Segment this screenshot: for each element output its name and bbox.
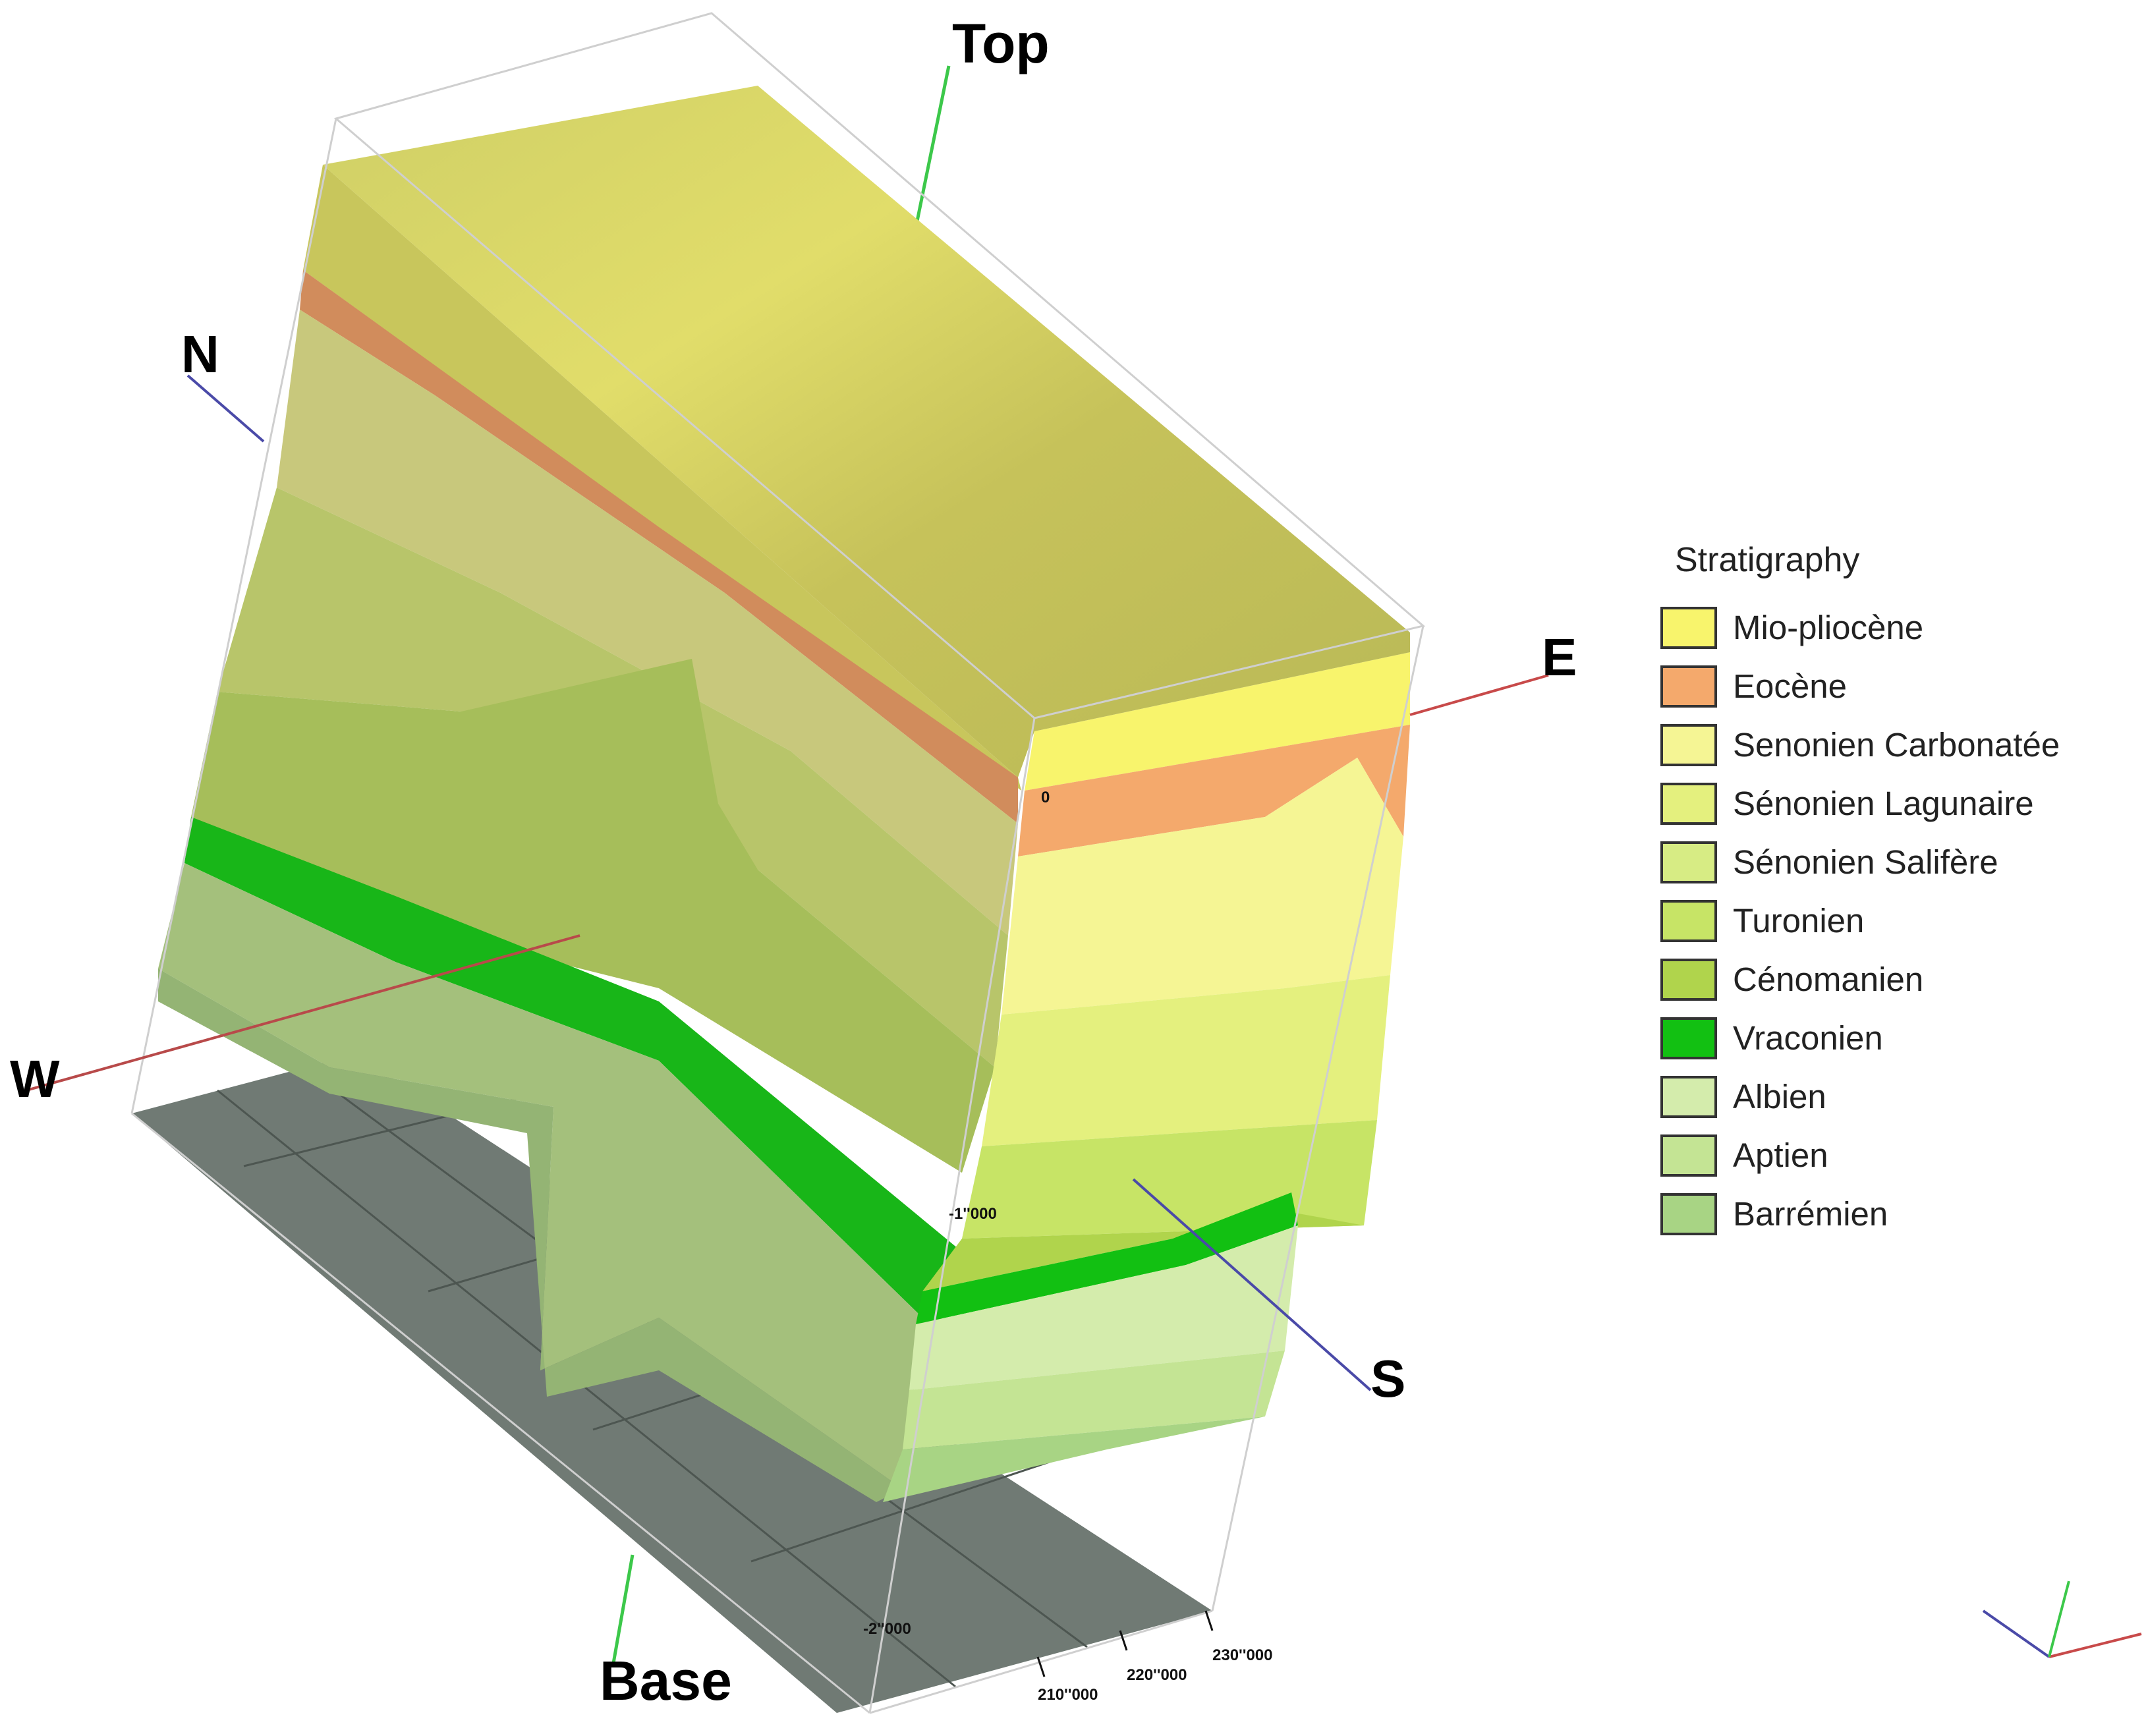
legend-swatch: [1660, 665, 1717, 708]
layer-front-senonien-carbonatee: [1002, 758, 1403, 1015]
legend-swatch: [1660, 1192, 1717, 1235]
legend-label: Sénonien Salifère: [1733, 843, 1998, 881]
left-face: [158, 165, 1021, 1502]
front-face: [883, 652, 1410, 1502]
legend-swatch: [1660, 1075, 1717, 1118]
legend-label: Cénomanien: [1733, 961, 1924, 998]
legend-swatch: [1660, 899, 1717, 942]
legend-item: Cénomanien: [1660, 950, 2135, 1009]
label-base: Base: [600, 1650, 732, 1712]
legend-label: Aptien: [1733, 1136, 1828, 1174]
layer-front-mio-pliocene: [1025, 652, 1410, 791]
layer-left-senonien-carbonatee: [277, 310, 1018, 936]
east-axis-line: [1409, 674, 1549, 716]
label-north: N: [181, 325, 219, 383]
label-south: S: [1370, 1349, 1405, 1408]
legend-item: Senonien Carbonatée: [1660, 715, 2135, 774]
base-plane: [132, 1054, 1212, 1713]
easting-label-220000: 220''000: [1127, 1666, 1187, 1684]
layer-left-mio-pliocene: [303, 165, 1021, 791]
legend-item: Mio-pliocène: [1660, 598, 2135, 657]
legend-title: Stratigraphy: [1675, 541, 1860, 579]
legend-label: Albien: [1733, 1078, 1826, 1115]
depth-label-0: 0: [1041, 789, 1050, 806]
layer-front-eocene: [1018, 725, 1410, 856]
layer-front-cenomanien: [922, 1212, 1364, 1291]
top-surface: [323, 86, 1410, 777]
layer-front-barremien: [883, 1416, 1265, 1502]
west-axis-line: [26, 934, 580, 1092]
legend-item: Sénonien Lagunaire: [1660, 774, 2135, 833]
easting-label-230000: 230''000: [1212, 1646, 1273, 1664]
legend-item: Vraconien: [1660, 1009, 2135, 1067]
north-axis-line: [186, 374, 265, 443]
legend-swatch: [1660, 1134, 1717, 1177]
layer-left-albien: [158, 863, 922, 1489]
legend-item: Barrémien: [1660, 1185, 2135, 1243]
legend-item: Sénonien Salifère: [1660, 833, 2135, 891]
easting-label-210000: 210''000: [1038, 1686, 1098, 1704]
base-axis-line: [611, 1554, 635, 1667]
depth-label-1000: -1''000: [949, 1205, 997, 1223]
legend-label: Senonien Carbonatée: [1733, 726, 2060, 764]
legend-swatch: [1660, 958, 1717, 1001]
legend-swatch: [1660, 782, 1717, 825]
legend-label: Turonien: [1733, 902, 1865, 939]
layer-left-vraconien: [184, 817, 962, 1318]
bounding-box: [130, 12, 1426, 1714]
label-east: E: [1542, 628, 1577, 686]
legend-item: Aptien: [1660, 1126, 2135, 1185]
orientation-triad: [1982, 1581, 2142, 1658]
legend-item: Turonien: [1660, 891, 2135, 950]
legend-label: Barrémien: [1733, 1195, 1888, 1233]
legend-item: Albien: [1660, 1067, 2135, 1126]
layer-front-aptien: [903, 1351, 1285, 1449]
stratigraphy-legend: Stratigraphy Mio-pliocène Eocène Senonien …: [1660, 540, 2135, 1243]
legend-label: Vraconien: [1733, 1019, 1883, 1057]
layer-front-albien: [909, 1225, 1298, 1390]
legend-swatch: [1660, 606, 1717, 649]
legend-swatch: [1660, 723, 1717, 766]
depth-label-2000: -2''000: [863, 1620, 911, 1638]
legend-label: Sénonien Lagunaire: [1733, 785, 2034, 822]
legend-swatch: [1660, 1017, 1717, 1059]
layer-left-cenomanien: [191, 659, 995, 1173]
south-axis-line: [1132, 1178, 1372, 1391]
label-west: W: [10, 1050, 60, 1108]
layer-left-eocene: [300, 270, 1018, 824]
legend-item: Eocène: [1660, 657, 2135, 715]
label-top: Top: [952, 13, 1050, 74]
layer-front-vraconien: [916, 1192, 1298, 1324]
layer-left-aptien: [158, 968, 903, 1502]
layer-front-senonien-lagunaire: [982, 975, 1390, 1146]
legend-swatch: [1660, 841, 1717, 883]
legend-label: Mio-pliocène: [1733, 609, 1924, 646]
legend-label: Eocène: [1733, 667, 1847, 705]
